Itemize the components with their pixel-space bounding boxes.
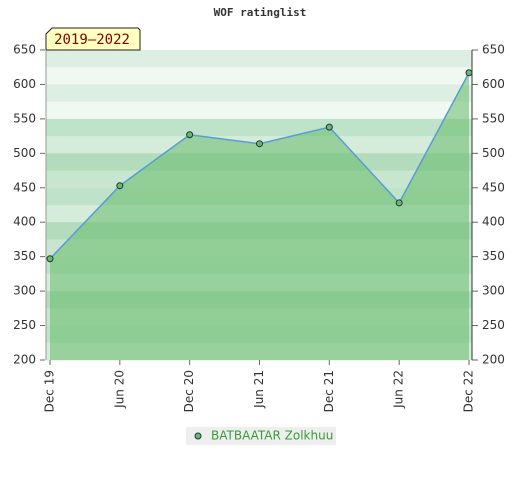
y-tick-label: 350 [13, 249, 36, 263]
background-band [46, 67, 472, 85]
point [116, 182, 124, 190]
plot-area [46, 50, 473, 361]
background-band [46, 84, 472, 103]
annotation-box [45, 27, 141, 51]
y2-tick-label: 350 [482, 249, 505, 263]
point [465, 69, 473, 77]
y2-tick-label: 650 [482, 43, 505, 57]
legend [186, 427, 336, 445]
background-band [46, 101, 472, 120]
y2-tick-label: 250 [482, 318, 505, 332]
point [46, 255, 54, 263]
y-tick-label: 250 [13, 318, 36, 332]
x-tick-label: Jun 20 [112, 370, 126, 409]
y-tick-label: 300 [13, 284, 36, 298]
y-tick-label: 450 [13, 180, 36, 194]
point [325, 123, 333, 131]
chart-title: WOF ratinglist [214, 6, 307, 19]
point [256, 140, 263, 148]
legend-marker [194, 432, 202, 440]
y-tick-label: 400 [13, 215, 36, 229]
area [50, 72, 469, 360]
point [395, 199, 403, 207]
y2-tick-label: 400 [482, 215, 505, 229]
x-tick-label: Dec 22 [462, 370, 476, 412]
x-tick-label: Dec 19 [43, 370, 57, 412]
y-tick-label: 650 [13, 43, 36, 57]
y2-tick-label: 550 [482, 111, 505, 125]
y2-tick-label: 450 [482, 180, 505, 194]
x-tick-label: Dec 21 [322, 370, 336, 412]
y2-tick-label: 600 [482, 77, 505, 91]
x-tick-label: Jun 21 [252, 370, 266, 409]
x-tick-label: Dec 20 [182, 370, 196, 412]
y2-tick-label: 500 [482, 146, 505, 160]
y-tick-label: 200 [13, 353, 36, 367]
background-band [46, 118, 472, 137]
background-band [46, 50, 472, 68]
y-tick-label: 600 [13, 77, 36, 91]
y2-tick-label: 300 [482, 284, 505, 298]
y-tick-label: 550 [13, 111, 36, 125]
x-tick-label: Jun 22 [392, 370, 406, 409]
legend-label: BATBAATAR Zolkhuu [211, 429, 333, 443]
annotation: 2019–2022 [54, 32, 130, 48]
y2-tick-label: 200 [482, 353, 505, 367]
point [186, 131, 194, 139]
y-tick-label: 500 [13, 146, 36, 160]
